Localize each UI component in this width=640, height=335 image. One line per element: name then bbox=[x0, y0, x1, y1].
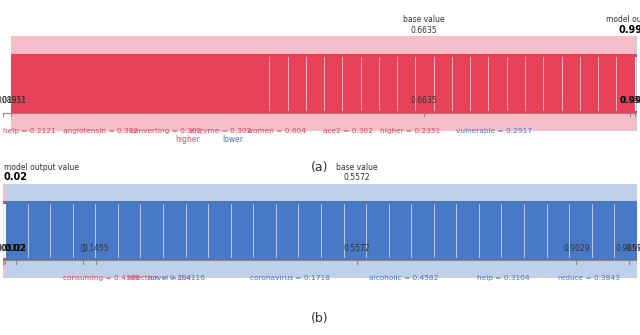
Text: 0.1455: 0.1455 bbox=[82, 244, 109, 253]
Text: help = 0.2121: help = 0.2121 bbox=[3, 128, 56, 134]
Text: 0.00008951: 0.00008951 bbox=[0, 96, 26, 106]
Text: 0.9966: 0.9966 bbox=[621, 96, 640, 106]
Text: 0.02: 0.02 bbox=[5, 244, 27, 253]
Text: (b): (b) bbox=[311, 312, 329, 325]
Text: higher: higher bbox=[175, 135, 200, 144]
Text: 0.5572: 0.5572 bbox=[344, 173, 371, 182]
Text: 0.5572: 0.5572 bbox=[344, 244, 371, 253]
Text: (a): (a) bbox=[311, 161, 329, 174]
Text: 0.9029: 0.9029 bbox=[563, 244, 589, 253]
Text: 0.00005713: 0.00005713 bbox=[0, 244, 26, 253]
Text: higher = 0.2351: higher = 0.2351 bbox=[380, 128, 440, 134]
Text: 0.02: 0.02 bbox=[4, 172, 28, 182]
Text: reduce = 0.3843: reduce = 0.3843 bbox=[558, 275, 620, 281]
Bar bbox=[12, 36, 635, 131]
Text: model output value: model output value bbox=[605, 15, 640, 24]
Text: angiotensin = 0.302: angiotensin = 0.302 bbox=[63, 128, 138, 134]
Text: model output value: model output value bbox=[4, 163, 79, 172]
Bar bbox=[12, 54, 635, 113]
Text: vulnerable = 0.2917: vulnerable = 0.2917 bbox=[456, 128, 532, 134]
Bar bbox=[3, 201, 5, 260]
Text: 0.01311: 0.01311 bbox=[0, 96, 27, 106]
Text: 0.99: 0.99 bbox=[618, 25, 640, 35]
Bar bbox=[635, 54, 637, 113]
Text: women = 0.604: women = 0.604 bbox=[247, 128, 306, 134]
Text: base value: base value bbox=[336, 163, 378, 172]
Text: consuming = 0.4388: consuming = 0.4388 bbox=[63, 275, 140, 281]
Bar bbox=[5, 184, 637, 278]
Text: 0.000422: 0.000422 bbox=[0, 244, 22, 253]
Text: lower: lower bbox=[222, 135, 243, 144]
Text: infection = 0.284: infection = 0.284 bbox=[127, 275, 191, 281]
Text: 1: 1 bbox=[634, 96, 639, 106]
Bar bbox=[5, 201, 637, 260]
Text: converting = 0.302: converting = 0.302 bbox=[130, 128, 202, 134]
Bar bbox=[3, 184, 5, 278]
Text: base value: base value bbox=[403, 15, 444, 24]
Text: help = 0.3104: help = 0.3104 bbox=[477, 275, 530, 281]
Text: enzyme = 0.302: enzyme = 0.302 bbox=[190, 128, 252, 134]
Bar bbox=[635, 36, 637, 131]
Text: 0.9857: 0.9857 bbox=[616, 244, 640, 253]
Text: ቓ: ቓ bbox=[81, 244, 85, 253]
Text: 0.99: 0.99 bbox=[620, 96, 640, 106]
Text: 0.6635: 0.6635 bbox=[410, 26, 437, 35]
Text: 0.6635: 0.6635 bbox=[410, 96, 437, 106]
Text: 0.998: 0.998 bbox=[626, 244, 640, 253]
Text: 0.00311: 0.00311 bbox=[0, 244, 21, 253]
Text: alcoholic = 0.4582: alcoholic = 0.4582 bbox=[369, 275, 439, 281]
Text: novel = 0.4116: novel = 0.4116 bbox=[148, 275, 205, 281]
Text: coronavirus = 0.1718: coronavirus = 0.1718 bbox=[250, 275, 330, 281]
Text: ace2 = 0.302: ace2 = 0.302 bbox=[323, 128, 373, 134]
